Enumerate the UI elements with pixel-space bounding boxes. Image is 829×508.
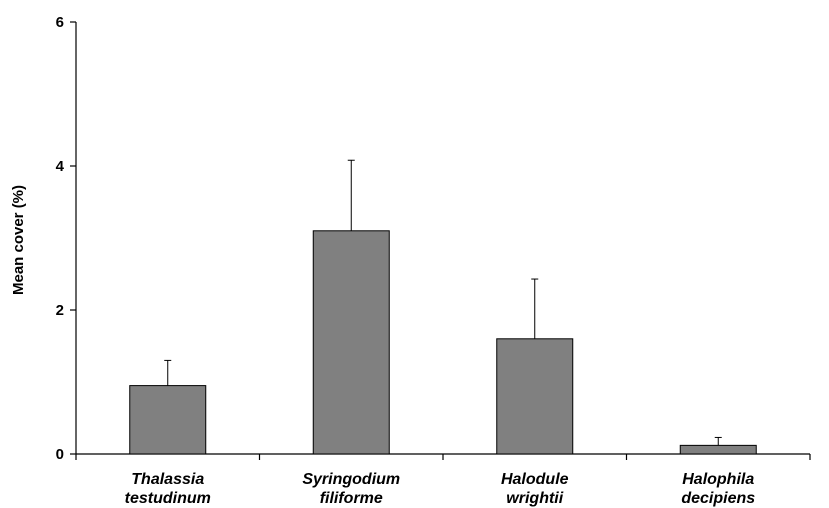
y-tick-label: 4	[56, 158, 65, 175]
error-bars	[164, 159, 722, 446]
x-axis: Thalassia testudinum Syringodium filiforme H…	[75, 453, 811, 507]
x-tick-label: testudinum	[125, 490, 211, 507]
x-tick-label: Halophila	[682, 471, 754, 488]
bar	[312, 230, 390, 455]
y-tick-label: 0	[56, 446, 64, 463]
y-tick-label: 6	[56, 14, 64, 31]
x-tick-label: wrightii	[506, 490, 563, 507]
y-axis-title: Mean cover (%)	[10, 185, 27, 295]
bar	[496, 338, 574, 455]
y-tick-label: 2	[56, 302, 64, 319]
bars	[129, 230, 757, 455]
x-tick-label: filiforme	[320, 490, 383, 507]
x-tick-label: Halodule	[501, 471, 569, 488]
y-axis: 0 2 4 6	[56, 14, 77, 463]
bar	[129, 385, 207, 455]
x-tick-label: decipiens	[681, 490, 755, 507]
x-tick-label: Thalassia	[131, 471, 204, 488]
x-tick-label: Syringodium	[302, 471, 400, 488]
bar	[679, 444, 757, 455]
